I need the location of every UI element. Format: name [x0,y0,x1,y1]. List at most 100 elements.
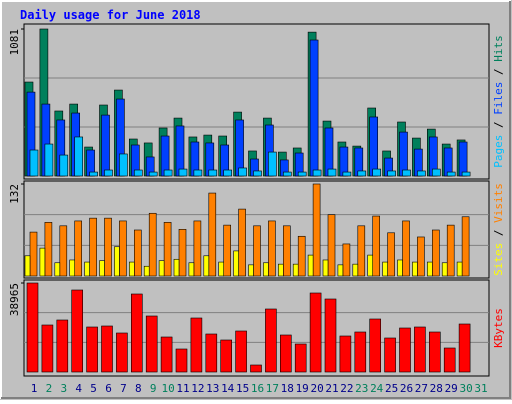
bar [233,250,239,277]
x-tick-label: 16 [251,382,264,395]
bar [220,339,232,373]
bar [461,216,470,277]
bar [89,171,98,177]
bar [104,217,112,277]
y-tick-label: 1081 [8,29,21,56]
bar [382,261,388,277]
x-tick-label: 24 [370,382,384,395]
bar [104,169,113,177]
bar [337,264,344,277]
legend-entry: Files [492,82,505,115]
bar [134,169,143,177]
bar [114,246,120,277]
bar [163,222,172,277]
bar [238,208,246,277]
bar [59,225,68,277]
legend-entry: Pages [492,135,505,168]
bar [428,331,441,373]
legend: Pages / Files / Hits [492,35,505,168]
bar [327,168,337,177]
bar [322,259,329,277]
bar [148,212,157,277]
bar [263,262,269,277]
legend-entry: Hits [492,35,505,62]
bar [119,153,128,177]
bar [116,332,128,373]
bar [145,315,158,373]
bar [223,169,232,177]
x-tick-label: 6 [105,382,112,395]
x-tick-label: 10 [161,382,174,395]
bar [268,220,276,277]
bar [193,220,202,277]
bar [173,258,180,277]
bar [74,220,82,277]
bar [148,171,158,177]
bar [397,259,403,277]
bar [292,263,299,277]
bar [297,235,306,277]
bar [134,229,142,277]
bar [402,169,411,177]
bar [372,215,381,277]
legend-separator: / [492,115,505,135]
bar [399,327,411,373]
bar [26,282,39,373]
bar [71,289,83,373]
bar [354,331,367,373]
bar [101,114,110,177]
x-tick-label: 26 [400,382,413,395]
bar [369,318,382,373]
x-tick-label: 27 [415,382,428,395]
bar [208,192,217,277]
legend-entry: Sites [492,243,505,276]
bar [44,222,53,277]
bar [268,151,277,177]
bar [357,225,366,277]
x-tick-label: 31 [474,382,487,395]
bar [372,168,382,177]
bar [235,119,244,177]
x-tick-label: 2 [46,382,53,395]
bar [89,217,97,277]
bar [129,261,135,277]
bar [461,171,471,177]
x-tick-label: 13 [206,382,219,395]
bar [74,136,83,177]
bar [294,343,307,373]
bar [279,334,292,373]
bar [44,143,54,177]
x-tick-label: 25 [385,382,398,395]
bar [342,171,352,177]
bar [446,224,455,277]
bar [417,170,426,177]
x-tick-label: 28 [430,382,443,395]
bar [441,262,448,277]
bar [307,254,314,277]
bar [458,141,468,177]
bar [253,170,262,177]
x-tick-label: 7 [120,382,127,395]
bar [357,170,367,177]
bar [59,154,69,177]
x-tick-label: 30 [459,382,472,395]
x-tick-label: 14 [221,382,235,395]
x-tick-label: 29 [445,382,458,395]
bar [443,347,456,373]
bar [431,168,441,177]
x-tick-label: 17 [266,382,279,395]
bar [69,259,75,277]
bar [324,298,337,373]
x-tick-label: 22 [340,382,353,395]
bar [369,116,379,177]
legend-separator: / [492,223,505,243]
x-tick-label: 20 [310,382,323,395]
bar [387,232,395,277]
bar [282,225,291,277]
bar [458,323,471,373]
bar [84,261,90,277]
bar [175,348,188,373]
bar [54,262,61,277]
bar [86,326,98,373]
bar [223,224,231,277]
